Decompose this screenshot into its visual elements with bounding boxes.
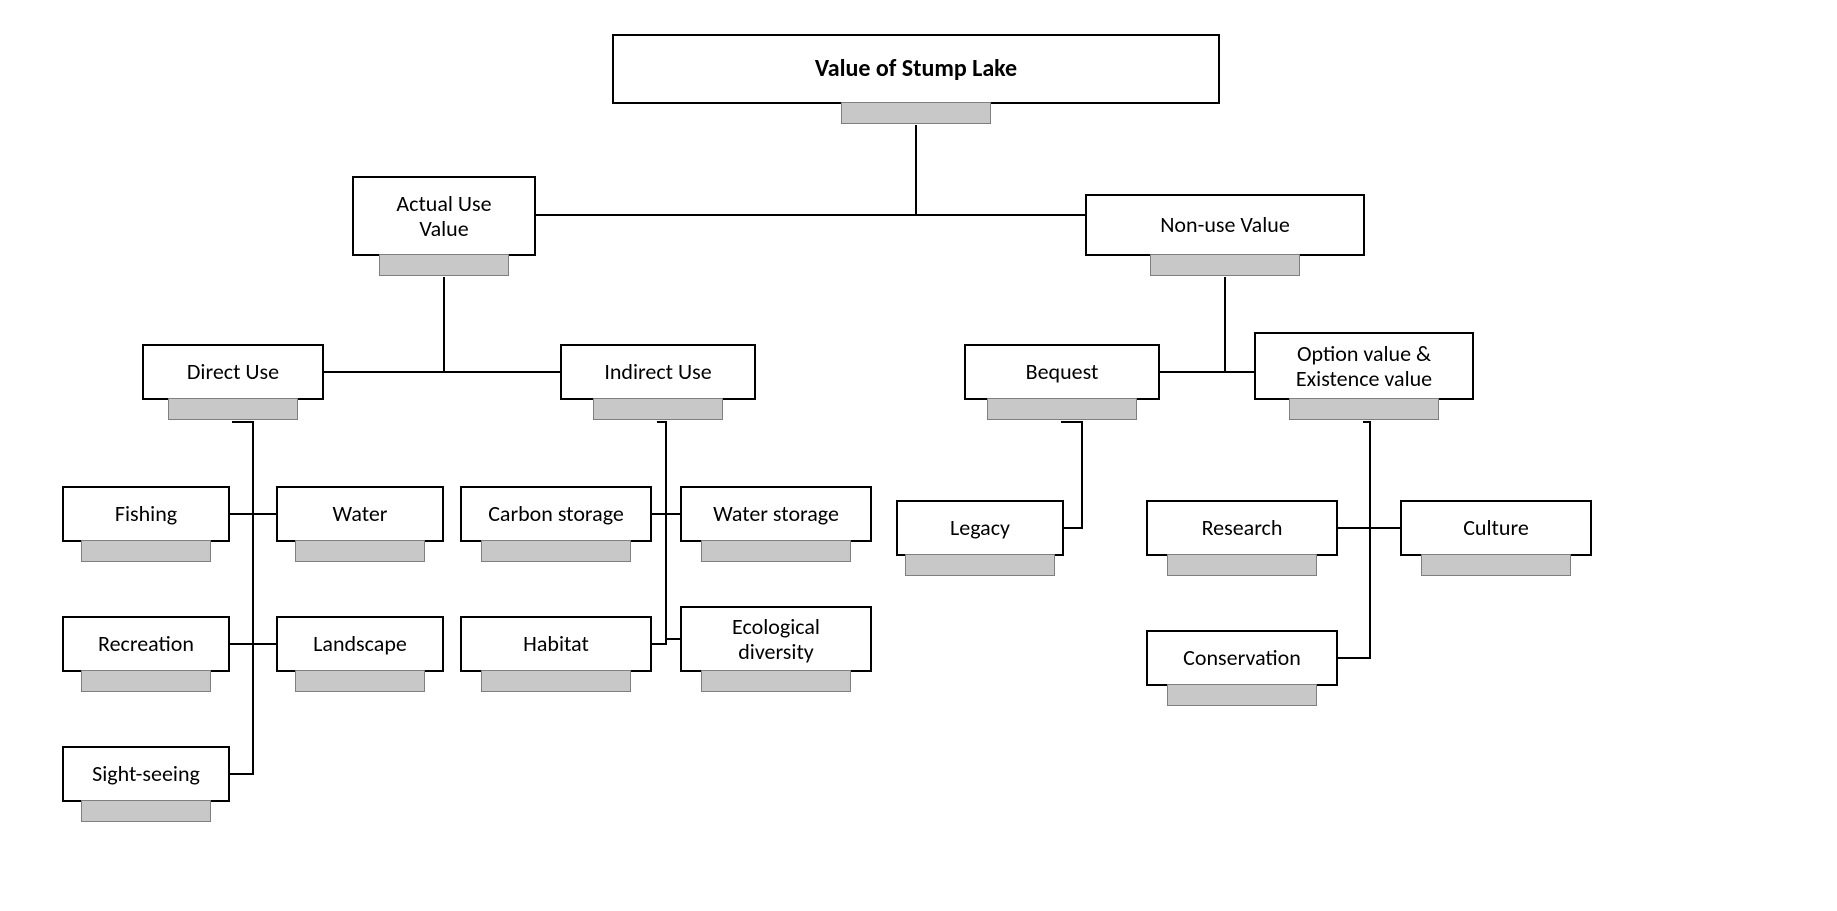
node-root: Value of Stump Lake [612,34,1220,104]
node-bequest: Bequest [964,344,1160,400]
node-label: Option value &Existence value [1296,341,1432,392]
node-label: Direct Use [187,359,279,384]
node-label: Value of Stump Lake [815,55,1017,83]
node-tab [481,670,631,692]
node-tab [593,398,723,420]
node-tab [295,670,425,692]
node-label: Fishing [115,501,177,526]
node-legacy: Legacy [896,500,1064,556]
node-conservation: Conservation [1146,630,1338,686]
node-label: Actual UseValue [396,191,491,242]
node-tab [905,554,1055,576]
node-tab [1167,554,1317,576]
node-direct_use: Direct Use [142,344,324,400]
node-label: Habitat [523,631,589,656]
node-tab [81,670,211,692]
node-tab [295,540,425,562]
node-recreation: Recreation [62,616,230,672]
node-eco_diversity: Ecologicaldiversity [680,606,872,672]
node-label: Non-use Value [1160,212,1290,237]
node-tab [81,800,211,822]
node-carbon_storage: Carbon storage [460,486,652,542]
node-label: Legacy [950,515,1010,540]
node-research: Research [1146,500,1338,556]
node-label: Conservation [1183,645,1301,670]
node-tab [168,398,298,420]
node-tab [841,102,991,124]
node-tab [701,540,851,562]
diagram-canvas: Value of Stump Lake Actual UseValue Non-us… [0,0,1837,911]
node-label: Landscape [313,631,407,656]
node-habitat: Habitat [460,616,652,672]
node-actual_use: Actual UseValue [352,176,536,256]
node-label: Water [333,501,388,526]
node-indirect_use: Indirect Use [560,344,756,400]
node-water_storage: Water storage [680,486,872,542]
node-non_use: Non-use Value [1085,194,1365,256]
node-label: Bequest [1026,359,1099,384]
node-tab [379,254,509,276]
node-culture: Culture [1400,500,1592,556]
node-tab [1421,554,1571,576]
node-landscape: Landscape [276,616,444,672]
node-tab [481,540,631,562]
node-label: Indirect Use [604,359,711,384]
node-label: Carbon storage [488,501,624,526]
node-label: Ecologicaldiversity [732,614,820,665]
node-label: Recreation [98,631,194,656]
node-tab [987,398,1137,420]
node-label: Sight-seeing [92,761,200,786]
node-tab [1289,398,1439,420]
node-tab [701,670,851,692]
node-tab [1167,684,1317,706]
edge-layer [0,0,1837,911]
node-fishing: Fishing [62,486,230,542]
node-tab [1150,254,1300,276]
node-option_exist: Option value &Existence value [1254,332,1474,400]
node-tab [81,540,211,562]
node-label: Culture [1463,515,1529,540]
node-sight_seeing: Sight-seeing [62,746,230,802]
node-label: Research [1202,515,1283,540]
node-water: Water [276,486,444,542]
node-label: Water storage [713,501,839,526]
